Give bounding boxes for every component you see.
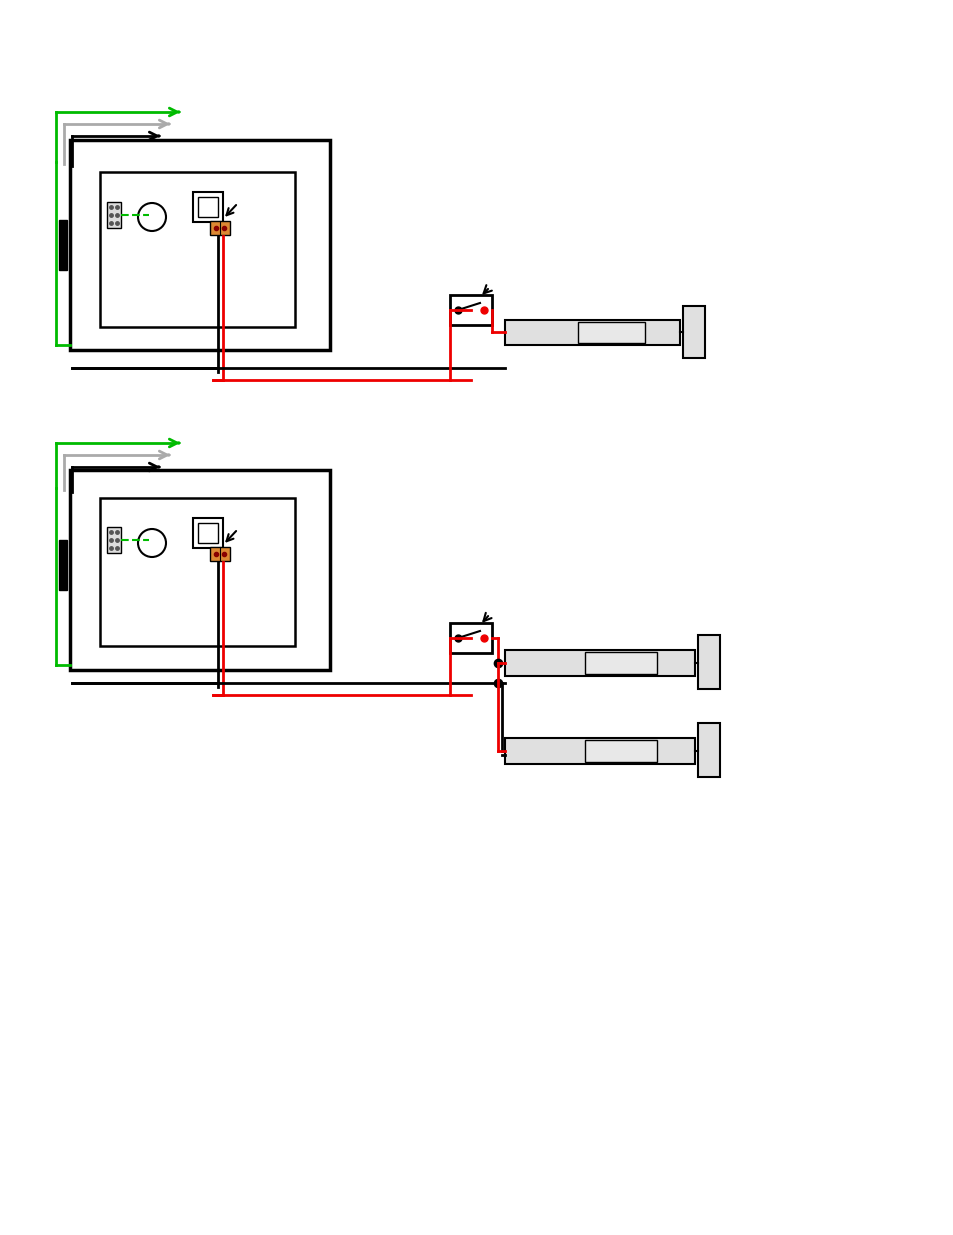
Bar [584, 652, 657, 674]
Bar [70, 471, 330, 671]
Bar [70, 140, 330, 350]
Bar [59, 540, 67, 590]
Bar [584, 740, 657, 762]
Bar [698, 722, 720, 777]
Bar [107, 203, 121, 228]
Bar [504, 739, 695, 764]
Bar [193, 517, 223, 548]
Bar [107, 527, 121, 553]
Bar [210, 547, 230, 561]
Bar [578, 322, 644, 343]
Bar [504, 320, 679, 345]
Bar [198, 198, 218, 217]
Circle shape [138, 203, 166, 231]
Bar [193, 191, 223, 222]
Bar [100, 172, 294, 327]
Bar [59, 220, 67, 270]
Bar [682, 306, 704, 358]
Bar [450, 295, 492, 325]
Bar [698, 635, 720, 689]
Bar [198, 522, 218, 543]
Bar [450, 622, 492, 653]
Bar [100, 498, 294, 646]
Bar [504, 650, 695, 676]
Bar [210, 221, 230, 235]
Circle shape [138, 529, 166, 557]
